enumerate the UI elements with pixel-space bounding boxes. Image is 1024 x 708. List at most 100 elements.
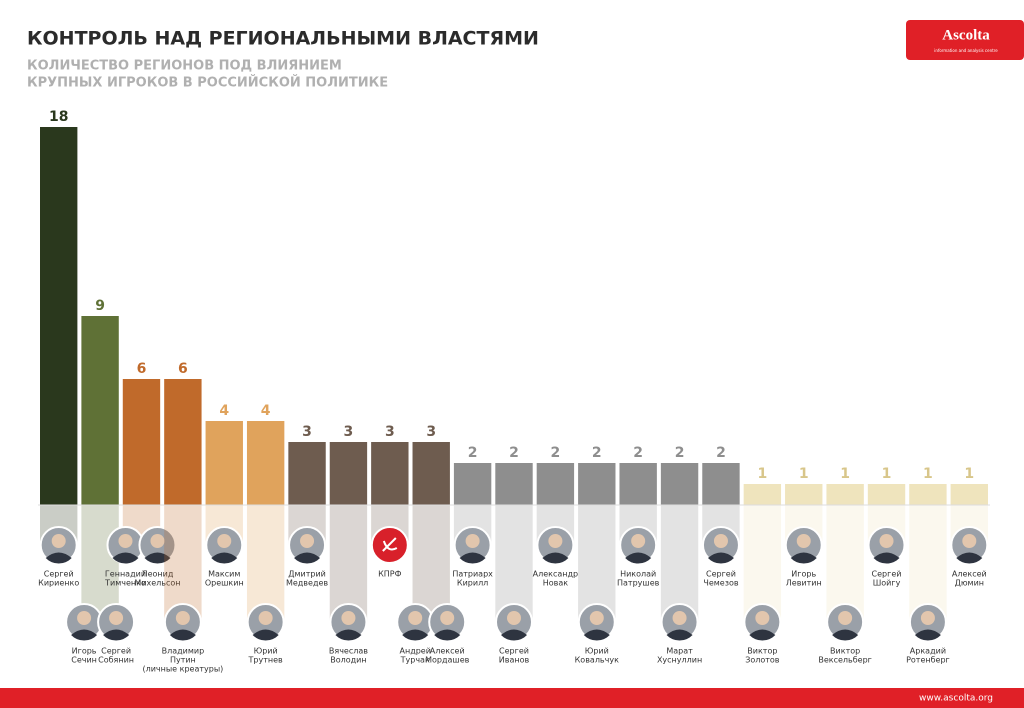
category-label: Золотов bbox=[745, 656, 780, 665]
avatar-head bbox=[672, 611, 687, 625]
avatar-suit bbox=[252, 629, 279, 641]
category-label: Сергей bbox=[706, 570, 736, 579]
bar-extension bbox=[826, 505, 864, 622]
category-label: Новак bbox=[543, 579, 569, 588]
bar bbox=[412, 442, 450, 505]
bar bbox=[660, 463, 699, 505]
category-label: Аркадий bbox=[910, 647, 946, 656]
avatar-head bbox=[962, 534, 977, 548]
category-label: Николай bbox=[620, 570, 656, 579]
avatar-suit bbox=[459, 552, 486, 564]
bar bbox=[536, 463, 575, 505]
category-label: Сергей bbox=[101, 647, 131, 656]
bar bbox=[246, 421, 285, 505]
avatar-suit bbox=[169, 629, 196, 641]
avatar-suit bbox=[402, 629, 429, 641]
bar bbox=[205, 421, 243, 505]
category-label: Турчак bbox=[400, 656, 430, 665]
avatar-suit bbox=[873, 552, 900, 564]
category-label: Трутнев bbox=[248, 656, 284, 665]
bar bbox=[619, 463, 657, 505]
category-label: Шойгу bbox=[873, 579, 901, 588]
avatar-head bbox=[465, 534, 480, 548]
value-label: 2 bbox=[468, 445, 478, 461]
avatar-suit bbox=[103, 629, 130, 641]
value-label: 1 bbox=[840, 466, 850, 482]
category-label: Виктор bbox=[830, 647, 860, 656]
bar bbox=[578, 463, 616, 505]
value-label: 1 bbox=[964, 466, 974, 482]
bar bbox=[122, 379, 161, 505]
value-label: 2 bbox=[633, 445, 643, 461]
category-label: Виктор bbox=[747, 647, 777, 656]
bar bbox=[743, 484, 782, 505]
avatar-suit bbox=[666, 629, 693, 641]
bar bbox=[329, 442, 368, 505]
category-label: Алексей bbox=[952, 570, 987, 579]
value-label: 18 bbox=[49, 109, 68, 125]
category-label: Юрий bbox=[585, 647, 609, 656]
avatar-head bbox=[300, 534, 315, 548]
avatar-suit bbox=[707, 552, 734, 564]
avatar-head bbox=[150, 534, 165, 548]
bar-extension bbox=[164, 505, 202, 622]
value-label: 3 bbox=[344, 424, 354, 440]
bar bbox=[909, 484, 947, 505]
avatar-head bbox=[77, 611, 92, 625]
value-label: 4 bbox=[219, 403, 229, 419]
category-label: Геннадий bbox=[105, 570, 146, 579]
value-label: 2 bbox=[675, 445, 685, 461]
category-label: Кирилл bbox=[457, 579, 488, 588]
avatar-head bbox=[755, 611, 770, 625]
bar bbox=[702, 463, 740, 505]
bar-extension bbox=[743, 505, 782, 622]
category-label: Сергей bbox=[44, 570, 74, 579]
avatar-suit bbox=[914, 629, 941, 641]
category-label: Левитин bbox=[786, 579, 822, 588]
logo-tagline: information and analysis centre bbox=[934, 48, 998, 53]
category-label: Хуснуллин bbox=[657, 656, 702, 665]
category-label: Юрий bbox=[254, 647, 278, 656]
category-label: Тимченко bbox=[104, 579, 146, 588]
category-label: Дмитрий bbox=[288, 570, 326, 579]
avatar-suit bbox=[144, 552, 171, 564]
avatar-head bbox=[408, 611, 423, 625]
category-label: Володин bbox=[330, 656, 366, 665]
category-label: Алексей bbox=[430, 647, 465, 656]
subtitle: КОЛИЧЕСТВО РЕГИОНОВ ПОД ВЛИЯНИЕМ bbox=[27, 59, 342, 74]
category-label: Марат bbox=[666, 647, 693, 656]
avatar-suit bbox=[211, 552, 238, 564]
footer-bar bbox=[0, 688, 1024, 708]
avatar-head bbox=[217, 534, 232, 548]
bar bbox=[785, 484, 823, 505]
value-label: 6 bbox=[137, 361, 147, 377]
bar bbox=[453, 463, 492, 505]
bar-extension bbox=[329, 505, 368, 622]
value-label: 3 bbox=[302, 424, 312, 440]
category-label: Александр bbox=[533, 570, 578, 579]
avatar-head bbox=[109, 611, 124, 625]
logo-symbol bbox=[382, 537, 398, 552]
value-label: 3 bbox=[426, 424, 436, 440]
bar bbox=[950, 484, 988, 505]
value-label: 6 bbox=[178, 361, 188, 377]
chart-title: КОНТРОЛЬ НАД РЕГИОНАЛЬНЫМИ ВЛАСТЯМИ bbox=[27, 28, 539, 50]
avatar-suit bbox=[335, 629, 362, 641]
category-label: Сергей bbox=[872, 570, 902, 579]
avatar-head bbox=[548, 534, 563, 548]
category-label: Владимир bbox=[162, 647, 205, 656]
bar-extension bbox=[660, 505, 699, 622]
avatar-suit bbox=[112, 552, 139, 564]
bar bbox=[867, 484, 906, 505]
category-label: Иванов bbox=[499, 656, 530, 665]
logo: Ascolta bbox=[942, 27, 990, 43]
value-label: 9 bbox=[95, 298, 105, 314]
category-label: Вексельберг bbox=[818, 656, 872, 665]
category-label: Мордашев bbox=[425, 656, 470, 665]
avatar-head bbox=[258, 611, 273, 625]
bar bbox=[826, 484, 864, 505]
avatar-suit bbox=[434, 629, 461, 641]
category-label: Вячеслав bbox=[329, 647, 368, 656]
